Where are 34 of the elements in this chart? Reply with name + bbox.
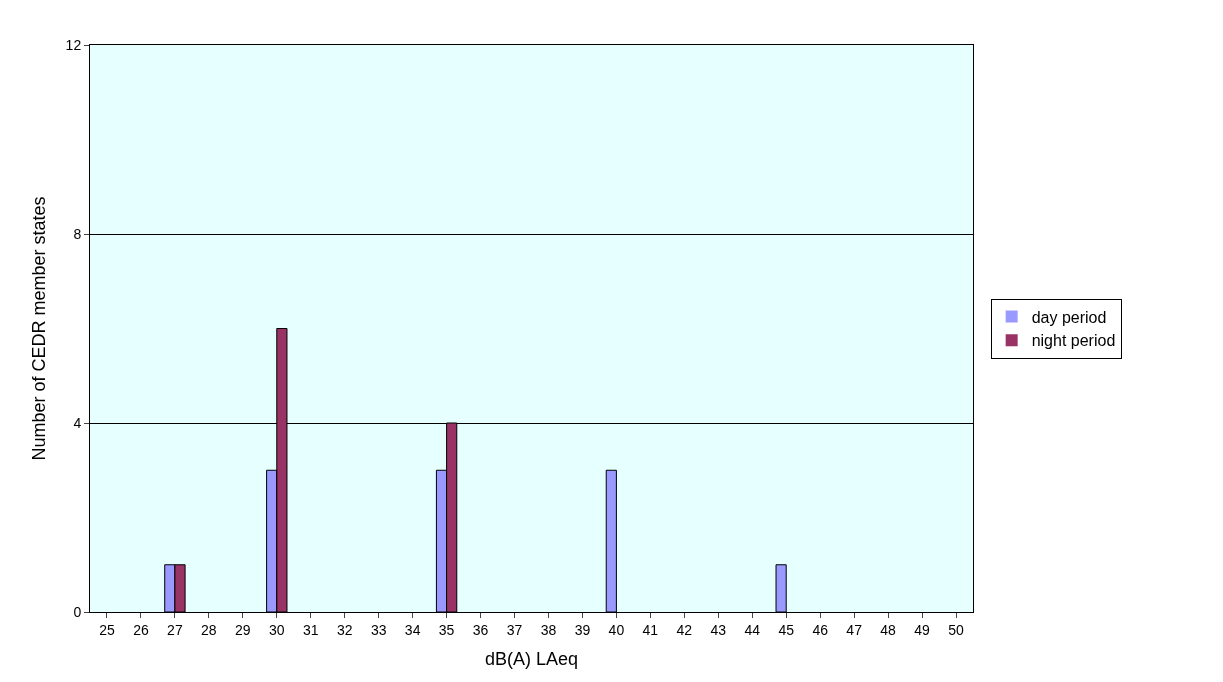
x-tick-label: 27 [167, 621, 183, 638]
x-tick-label: 31 [302, 621, 319, 638]
x-axis-title: dB(A) LAeq [484, 648, 579, 669]
x-tick-label: 36 [472, 621, 489, 638]
x-tick-label: 35 [438, 621, 455, 638]
x-tick-label: 38 [540, 621, 557, 638]
x-tick-label: 47 [846, 621, 863, 638]
y-tick-label: 0 [73, 603, 82, 620]
x-tick-label: 46 [812, 621, 829, 638]
y-axis-title: Number of CEDR member states [28, 196, 49, 461]
x-tick-label: 28 [201, 621, 217, 638]
x-tick-label: 42 [676, 621, 693, 638]
x-tick-label: 44 [744, 621, 761, 638]
x-tick-label: 49 [914, 621, 931, 638]
x-tick-label: 39 [574, 621, 591, 638]
x-tick-label: 29 [235, 621, 251, 638]
y-tick-label: 8 [73, 225, 82, 242]
x-tick-label: 40 [608, 621, 625, 638]
y-tick-label: 4 [73, 414, 82, 431]
x-tick-label: 32 [336, 621, 353, 638]
x-tick-label: 50 [948, 621, 965, 638]
x-tick-label: 26 [133, 621, 149, 638]
legend-label: night period [1031, 332, 1116, 350]
x-tick-label: 33 [370, 621, 387, 638]
x-tick-label: 43 [710, 621, 727, 638]
y-tick-label: 12 [65, 36, 82, 53]
legend-label: day period [1031, 308, 1107, 326]
x-tick-label: 37 [506, 621, 523, 638]
x-tick-label: 41 [642, 621, 659, 638]
x-tick-label: 25 [99, 621, 115, 638]
x-tick-label: 30 [269, 621, 285, 638]
x-tick-label: 45 [778, 621, 795, 638]
x-tick-label: 48 [880, 621, 897, 638]
x-tick-label: 34 [404, 621, 421, 638]
